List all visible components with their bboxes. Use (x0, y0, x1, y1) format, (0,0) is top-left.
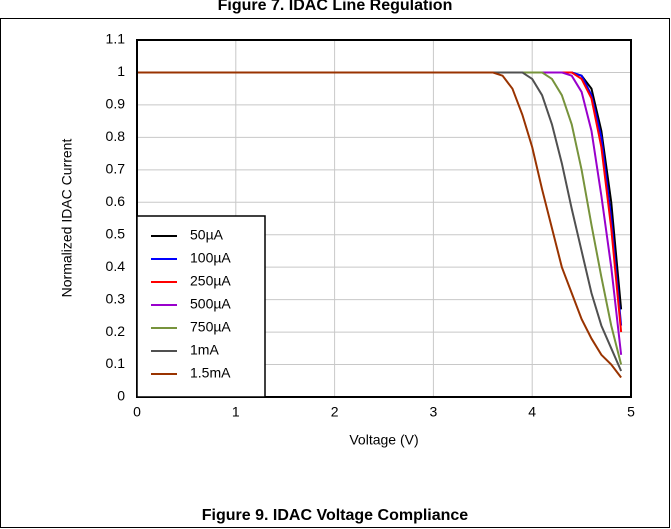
y-tick-label: 1 (117, 63, 125, 79)
legend-label: 500µA (190, 296, 231, 312)
legend-label: 100µA (190, 250, 231, 266)
x-tick-label: 2 (331, 404, 339, 420)
y-tick-label: 0 (117, 388, 125, 404)
y-tick-label: 0.5 (106, 225, 126, 241)
y-axis-label: Normalized IDAC Current (59, 139, 75, 298)
figure-frame (0, 18, 670, 528)
y-tick-label: 0.1 (106, 355, 126, 371)
y-tick-label: 0.7 (106, 161, 126, 177)
y-tick-label: 0.9 (106, 96, 126, 112)
legend-label: 250µA (190, 273, 231, 289)
y-tick-label: 1.1 (106, 31, 126, 47)
y-tick-label: 0.3 (106, 290, 126, 306)
legend-label: 1mA (190, 342, 219, 358)
x-tick-label: 1 (232, 404, 240, 420)
series-line (137, 71, 622, 379)
legend-label: 750µA (190, 319, 231, 335)
y-tick-label: 0.6 (106, 193, 126, 209)
x-tick-label: 5 (627, 404, 635, 420)
x-tick-label: 3 (430, 404, 438, 420)
x-axis-label: Voltage (V) (349, 432, 418, 448)
legend-label: 1.5mA (190, 365, 231, 381)
legend-box (136, 215, 266, 398)
chart-caption: Figure 9. IDAC Voltage Compliance (202, 507, 469, 524)
y-tick-label: 0.4 (106, 258, 126, 274)
y-tick-label: 0.2 (106, 323, 126, 339)
legend-label: 50µA (190, 227, 224, 243)
x-tick-label: 0 (133, 404, 141, 420)
page-caption: Figure 7. IDAC Line Regulation (218, 0, 453, 14)
x-tick-label: 4 (528, 404, 536, 420)
series-line (137, 71, 623, 372)
y-tick-label: 0.8 (106, 128, 126, 144)
